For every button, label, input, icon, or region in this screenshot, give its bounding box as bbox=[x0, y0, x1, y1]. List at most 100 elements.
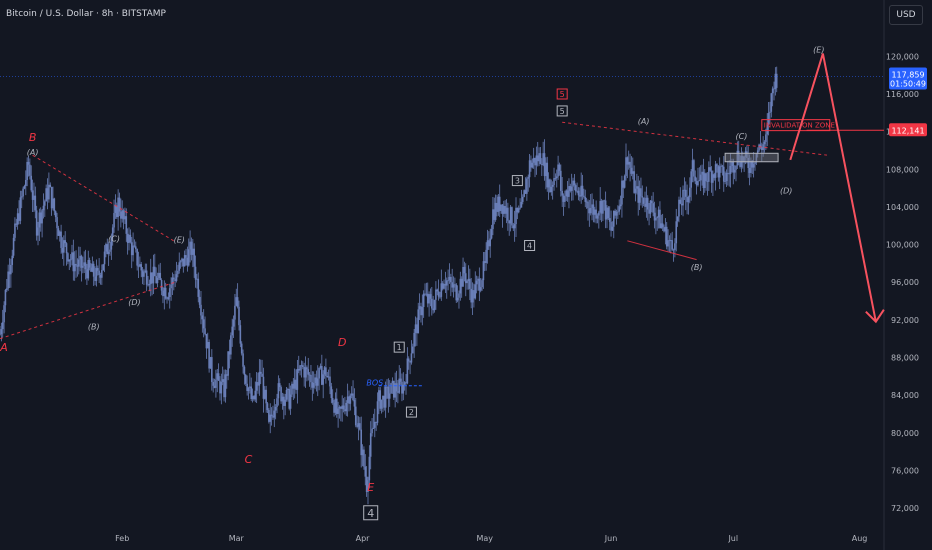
currency-button[interactable]: USD bbox=[889, 5, 923, 25]
candle-body bbox=[770, 93, 773, 112]
candle-body bbox=[159, 272, 162, 281]
candle-body bbox=[462, 266, 464, 287]
y-tick-label: 80,000 bbox=[891, 429, 919, 438]
candle-body bbox=[766, 124, 769, 135]
candle-body bbox=[288, 389, 291, 409]
candle-body bbox=[710, 170, 713, 183]
candle-body bbox=[646, 197, 649, 210]
candle-body bbox=[626, 157, 629, 165]
symbol-title[interactable]: Bitcoin / U.S. Dollar · 8h · BITSTAMP bbox=[6, 9, 166, 19]
candle-body bbox=[584, 197, 587, 202]
candle-body bbox=[674, 243, 676, 250]
candle-body bbox=[493, 209, 496, 220]
candle-body bbox=[557, 164, 559, 177]
candle-body bbox=[469, 278, 471, 289]
candle-body bbox=[402, 384, 405, 394]
candle-body bbox=[194, 266, 197, 280]
candle-body bbox=[143, 271, 145, 277]
candle-body bbox=[744, 151, 747, 157]
candle-body bbox=[759, 144, 762, 148]
candle-body bbox=[296, 368, 299, 390]
candle-body bbox=[708, 167, 710, 182]
candle-body bbox=[435, 289, 437, 300]
candle-body bbox=[520, 201, 523, 208]
candle-body bbox=[83, 262, 85, 266]
candle-body bbox=[212, 381, 214, 386]
candle-body bbox=[251, 396, 254, 400]
candle-body bbox=[60, 231, 62, 248]
candle-body bbox=[621, 180, 623, 205]
candle-body bbox=[329, 376, 331, 387]
candle-body bbox=[263, 389, 266, 399]
candle-body bbox=[20, 196, 23, 198]
candle-body bbox=[179, 261, 182, 263]
candle-body bbox=[244, 374, 247, 384]
candle-body bbox=[466, 280, 468, 284]
candle-body bbox=[14, 223, 16, 238]
candle-body bbox=[31, 190, 34, 200]
candle-body bbox=[478, 278, 481, 291]
candle-body bbox=[371, 428, 373, 434]
candle-body bbox=[417, 309, 420, 334]
wave-label: 4 bbox=[367, 507, 374, 520]
candle-body bbox=[341, 405, 343, 409]
candle-body bbox=[106, 244, 109, 254]
candle-body bbox=[137, 265, 140, 267]
candle-body bbox=[655, 218, 657, 221]
candle-body bbox=[656, 217, 659, 219]
candle-body bbox=[464, 273, 467, 284]
candle-body bbox=[697, 181, 699, 186]
candle-body bbox=[747, 157, 750, 168]
candle-body bbox=[109, 249, 111, 252]
candle-body bbox=[352, 393, 354, 401]
candle-body bbox=[618, 206, 621, 212]
candle-body bbox=[527, 177, 530, 179]
candle-body bbox=[424, 293, 426, 295]
candle-body bbox=[373, 421, 376, 428]
candle-body bbox=[129, 234, 132, 243]
candle-body bbox=[155, 276, 157, 284]
candle-body bbox=[168, 288, 171, 298]
candle-body bbox=[162, 290, 164, 297]
candle-body bbox=[25, 179, 27, 186]
candle-body bbox=[186, 257, 189, 266]
candle-body bbox=[596, 215, 599, 219]
candle-body bbox=[531, 162, 534, 168]
candle-body bbox=[714, 164, 717, 178]
candle-body bbox=[4, 289, 7, 306]
candle-body bbox=[573, 180, 576, 186]
candle-body bbox=[72, 252, 75, 272]
candle-body bbox=[259, 371, 262, 374]
candle-body bbox=[467, 278, 470, 281]
candle-body bbox=[604, 200, 607, 220]
candle-body bbox=[304, 367, 307, 378]
candle-body bbox=[133, 245, 136, 247]
candle-body bbox=[340, 406, 342, 409]
x-tick-label: Aug bbox=[852, 534, 868, 543]
candle-body bbox=[633, 171, 635, 193]
candle-body bbox=[8, 271, 11, 275]
candle-body bbox=[50, 187, 53, 209]
candle-body bbox=[724, 181, 726, 182]
candle-body bbox=[721, 165, 724, 167]
candle-body bbox=[292, 383, 295, 389]
candle-body bbox=[576, 190, 578, 192]
candle-body bbox=[477, 278, 479, 281]
candle-body bbox=[391, 380, 394, 384]
candle-body bbox=[117, 197, 119, 218]
candle-body bbox=[619, 204, 622, 207]
candle-body bbox=[401, 381, 403, 394]
candle-body bbox=[436, 289, 439, 292]
candle-body bbox=[34, 195, 37, 211]
candle-body bbox=[231, 326, 234, 336]
candle-body bbox=[291, 383, 293, 395]
candle-body bbox=[79, 255, 81, 260]
candle-body bbox=[257, 382, 259, 386]
candle-body bbox=[587, 201, 589, 209]
candle-body bbox=[610, 221, 612, 231]
upper-triangle-2 bbox=[562, 121, 828, 156]
candle-body bbox=[342, 405, 345, 410]
candle-body bbox=[91, 263, 94, 272]
candle-body bbox=[458, 293, 460, 298]
